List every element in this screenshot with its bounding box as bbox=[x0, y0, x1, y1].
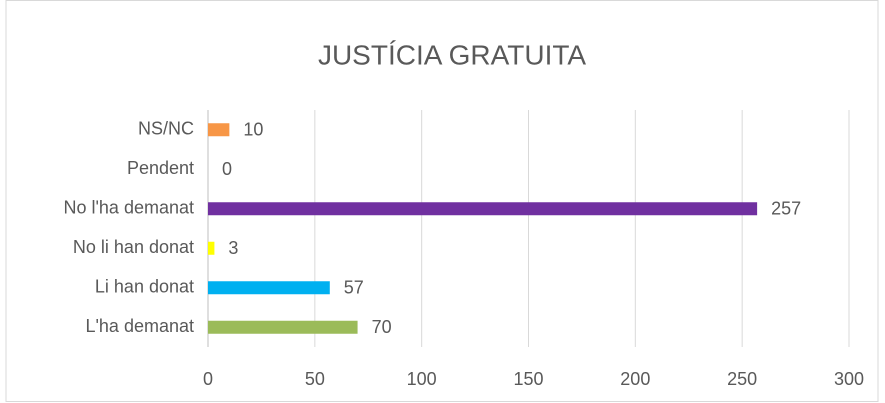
data-label: 257 bbox=[771, 199, 801, 219]
bar bbox=[208, 241, 215, 255]
y-tick-label: NS/NC bbox=[138, 119, 194, 139]
x-tick-label: 300 bbox=[834, 369, 864, 389]
y-tick-label: Pendent bbox=[127, 158, 194, 178]
y-tick-label: No l'ha demanat bbox=[63, 198, 194, 218]
x-tick-label: 100 bbox=[407, 369, 437, 389]
x-tick-label: 0 bbox=[203, 369, 213, 389]
x-tick-label: 50 bbox=[305, 369, 325, 389]
bar bbox=[208, 202, 758, 216]
x-tick-label: 150 bbox=[513, 369, 543, 389]
x-tick-label: 250 bbox=[727, 369, 757, 389]
chart-border bbox=[5, 0, 879, 402]
y-tick-label: Li han donat bbox=[95, 277, 194, 297]
bar bbox=[208, 281, 330, 295]
data-label: 3 bbox=[228, 238, 238, 258]
chart-title: JUSTÍCIA GRATUITA bbox=[318, 39, 586, 70]
y-tick-label: L'ha demanat bbox=[85, 316, 194, 336]
data-label: 0 bbox=[222, 159, 232, 179]
bar bbox=[208, 123, 230, 137]
bar bbox=[208, 320, 358, 334]
data-label: 57 bbox=[344, 278, 364, 298]
y-tick-label: No li han donat bbox=[73, 237, 194, 257]
data-label: 70 bbox=[372, 317, 392, 337]
data-label: 10 bbox=[243, 120, 263, 140]
x-tick-label: 200 bbox=[620, 369, 650, 389]
